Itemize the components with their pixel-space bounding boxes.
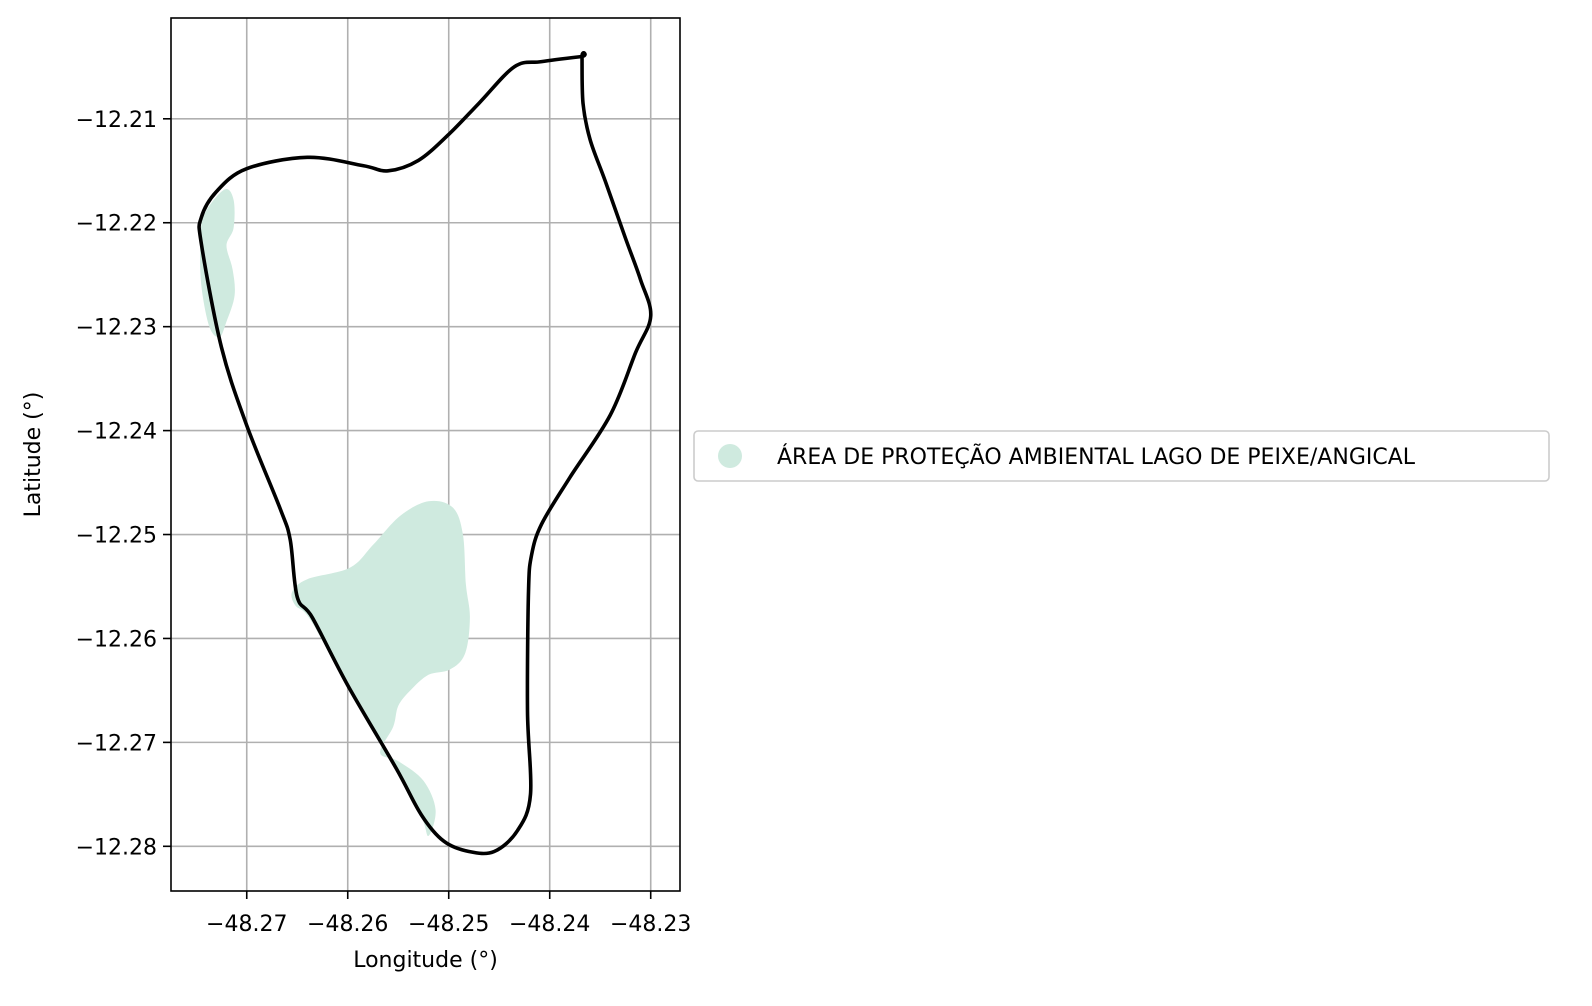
x-tick-label: −48.27 [206, 912, 287, 937]
boundary-layer [197, 51, 653, 856]
y-tick-label: −12.25 [76, 524, 157, 549]
legend: ÁREA DE PROTEÇÃO AMBIENTAL LAGO DE PEIXE… [693, 430, 1550, 482]
y-tick-label: −12.22 [76, 212, 157, 237]
y-axis-label: Latitude (°) [21, 392, 46, 518]
x-tick-label: −48.25 [408, 912, 489, 937]
protected-area-polygon [291, 500, 470, 837]
x-tick-label: −48.26 [307, 912, 388, 937]
y-axis-ticks: −12.21 −12.22 −12.23 −12.24 −12.25 −12.26 −12.… [76, 108, 171, 860]
y-tick-label: −12.27 [76, 731, 157, 756]
axes-frame [170, 17, 681, 892]
protected-area-polygon [200, 188, 235, 338]
legend-label-protected-area: ÁREA DE PROTEÇÃO AMBIENTAL LAGO DE PEIXE… [777, 443, 1416, 470]
legend-marker-protected-area [718, 444, 742, 468]
y-tick-label: −12.24 [76, 420, 157, 445]
municipality-boundary [197, 51, 653, 856]
protected-area-layer [200, 188, 470, 837]
axes-background [171, 18, 680, 891]
y-tick-label: −12.28 [76, 835, 157, 860]
x-axis-label: Longitude (°) [353, 948, 498, 973]
x-axis-ticks: −48.27 −48.26 −48.25 −48.24 −48.23 [206, 891, 691, 937]
legend-box [693, 430, 1550, 482]
x-tick-label: −48.23 [610, 912, 691, 937]
x-tick-label: −48.24 [509, 912, 590, 937]
y-tick-label: −12.23 [76, 316, 157, 341]
y-tick-label: −12.26 [76, 627, 157, 652]
plot-area: −48.27 −48.26 −48.25 −48.24 −48.23 −12.21−12… [76, 17, 691, 937]
y-tick-label: −12.21 [76, 108, 157, 133]
